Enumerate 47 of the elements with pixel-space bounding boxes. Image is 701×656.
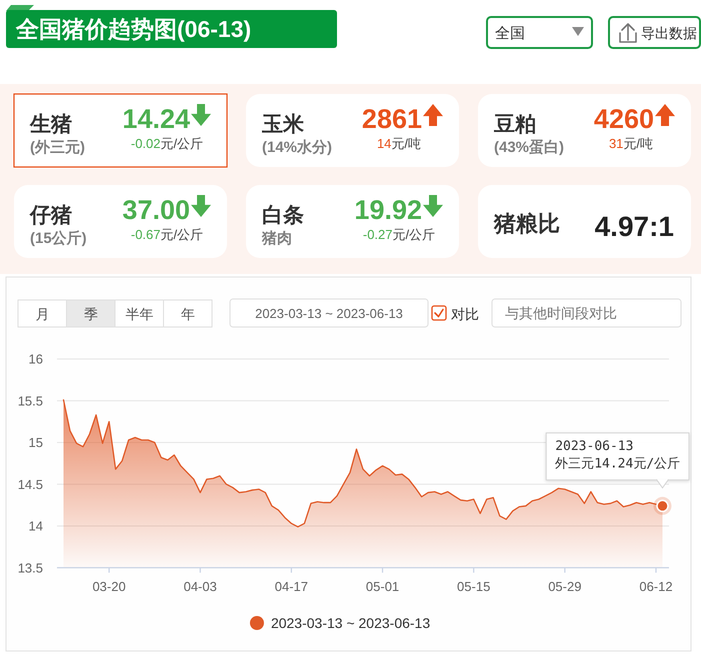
text: 豆粕 (493, 113, 536, 136)
text: (外三元) (30, 139, 85, 156)
x-tick-label: 04-03 (184, 579, 217, 594)
text: 与其他时间段对比 (505, 305, 617, 321)
y-tick-label: 16 (28, 352, 43, 367)
y-tick-label: 14.5 (18, 476, 43, 492)
text: 玉米 (261, 113, 305, 136)
text: 全国猪价趋势图(06-13) (15, 16, 252, 42)
text: 季 (84, 306, 98, 322)
text: 19.92 (354, 195, 422, 225)
text: (15公斤) (30, 230, 87, 247)
text: 猪粮比 (493, 211, 560, 236)
x-tick-label: 03-20 (92, 579, 126, 594)
text: -0.27元/公斤 (362, 227, 436, 242)
text: (43%蛋白) (494, 139, 564, 156)
text: 对比 (451, 306, 479, 322)
text: 生猪 (29, 113, 72, 136)
text: 2023-03-13 ~ 2023-06-13 (255, 306, 403, 321)
legend-label: 2023-03-13 ~ 2023-06-13 (270, 614, 430, 631)
x-tick-label: 05-29 (548, 579, 582, 594)
x-tick-label: 04-17 (274, 579, 308, 594)
text: 4.97:1 (594, 211, 674, 242)
text: 年 (180, 306, 195, 322)
text: 仔猪 (29, 204, 72, 227)
y-tick-label: 15.5 (18, 393, 43, 408)
text: 猪肉 (261, 230, 292, 247)
annotation: 2023-06-13 外三元14.24元/公斤 (555, 438, 680, 472)
text: -0.67元/公斤 (130, 227, 204, 242)
x-tick-label: 05-01 (366, 579, 400, 594)
text: 4260 (594, 104, 654, 134)
y-tick-label: 14 (28, 518, 43, 534)
text: -0.02元/公斤 (130, 136, 204, 151)
y-tick-label: 15 (28, 435, 43, 450)
x-tick-label: 06-12 (639, 579, 673, 594)
text: 31元/吨 (608, 136, 654, 151)
x-tick-label: 05-15 (457, 579, 490, 594)
text: 半年 (125, 306, 154, 322)
text: 白条 (262, 204, 304, 227)
text: 全国 (495, 25, 525, 42)
text: 2861 (362, 104, 422, 134)
text: 14元/吨 (376, 136, 422, 151)
y-tick-label: 13.5 (18, 560, 43, 576)
text: 37.00 (122, 195, 190, 225)
text: 导出数据 (641, 25, 697, 41)
text: 月 (35, 306, 50, 322)
text: (14%水分) (262, 139, 332, 156)
text: 14.24 (122, 104, 190, 134)
